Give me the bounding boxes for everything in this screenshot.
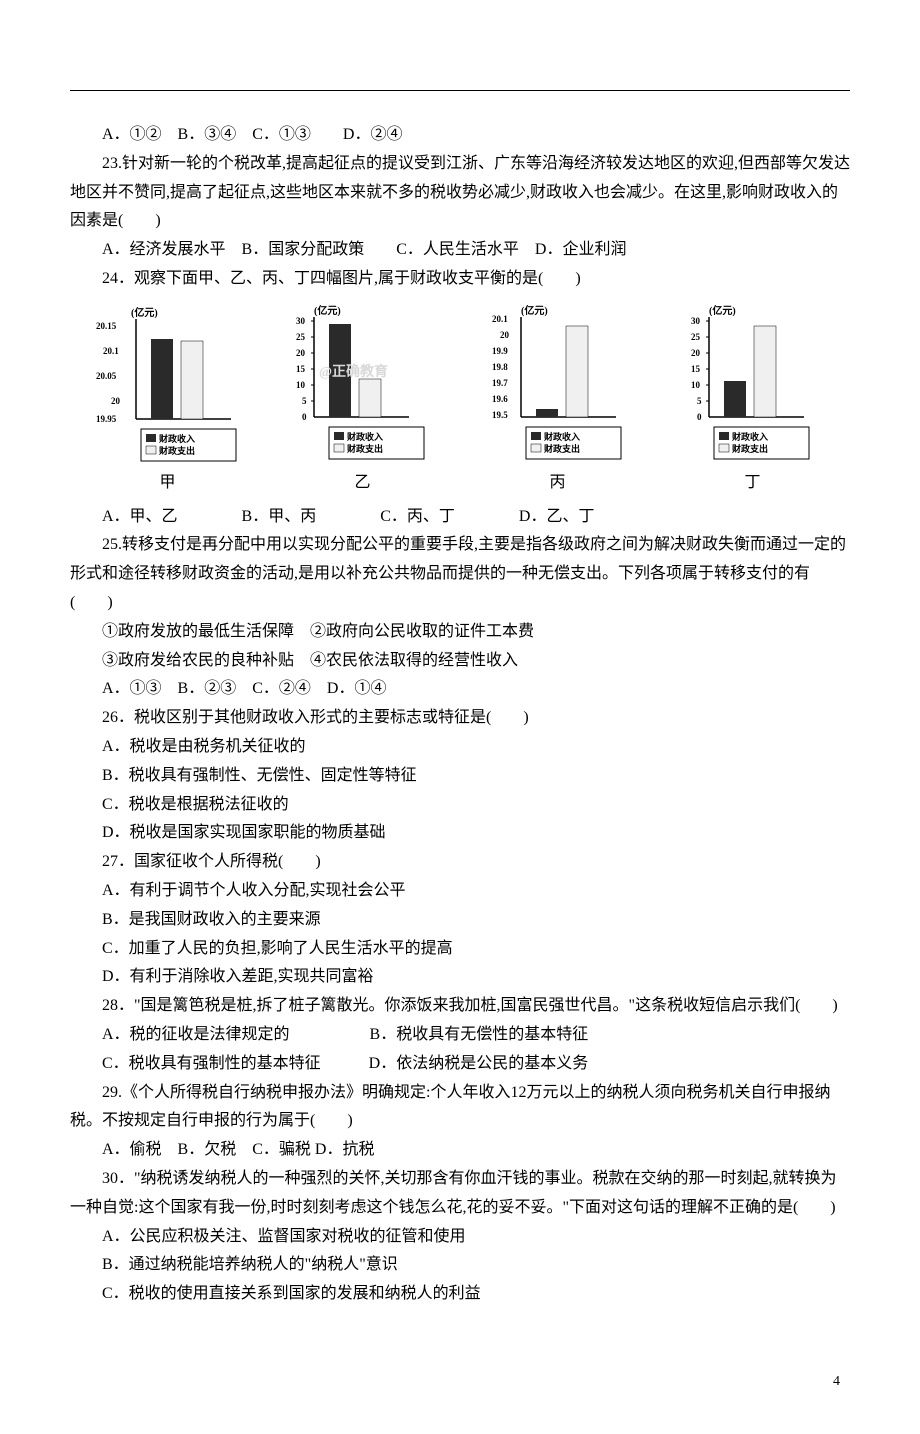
svg-text:(亿元): (亿元) [314, 304, 341, 317]
svg-text:30: 30 [691, 316, 701, 326]
q28-ab: A．税的征收是法律规定的 B．税收具有无偿性的基本特征 [70, 1021, 850, 1050]
svg-text:20.05: 20.05 [96, 371, 117, 381]
q26-text: 26．税收区别于其他财政收入形式的主要标志或特征是( ) [70, 704, 850, 733]
q24-text: 24．观察下面甲、乙、丙、丁四幅图片,属于财政收支平衡的是( ) [70, 265, 850, 294]
q25-options: A．①③ B．②③ C．②④ D．①④ [70, 675, 850, 704]
label-bing: 丙 [483, 469, 633, 498]
q22-options: A．①② B．③④ C．①③ D．②④ [70, 121, 850, 150]
svg-text:10: 10 [296, 380, 306, 390]
svg-text:20: 20 [296, 348, 306, 358]
svg-text:5: 5 [302, 396, 307, 406]
q29-options: A．偷税 B．欠税 C．骗税 D．抗税 [70, 1136, 850, 1165]
q29-text: 29.《个人所得税自行纳税申报办法》明确规定:个人年收入12万元以上的纳税人须向… [70, 1079, 850, 1137]
q23-text: 23.针对新一轮的个税改革,提高起征点的提议受到江浙、广东等沿海经济较发达地区的… [70, 150, 850, 236]
svg-text:0: 0 [697, 412, 702, 422]
svg-text:财政支出: 财政支出 [731, 443, 768, 454]
q27-a: A．有利于调节个人收入分配,实现社会公平 [70, 877, 850, 906]
svg-text:19.9: 19.9 [492, 346, 508, 356]
q25-line2: ③政府发给农民的良种补贴 ④农民依法取得的经营性收入 [70, 647, 850, 676]
label-jia: 甲 [93, 469, 243, 498]
svg-text:25: 25 [691, 332, 701, 342]
q25-text: 25.转移支付是再分配中用以实现分配公平的重要手段,主要是指各级政府之间为解决财… [70, 531, 850, 617]
q26-d: D．税收是国家实现国家职能的物质基础 [70, 819, 850, 848]
chart-ding: (亿元) 30 25 20 15 10 5 0 财政收入 财政支出 [679, 304, 829, 464]
q28-cd: C．税收具有强制性的基本特征 D．依法纳税是公民的基本义务 [70, 1050, 850, 1079]
svg-text:5: 5 [697, 396, 702, 406]
svg-text:财政支出: 财政支出 [543, 443, 580, 454]
svg-text:(亿元): (亿元) [709, 304, 736, 317]
top-rule [70, 90, 850, 91]
page-number: 4 [70, 1369, 850, 1394]
svg-text:财政收入: 财政收入 [158, 433, 195, 444]
q27-c: C．加重了人民的负担,影响了人民生活水平的提高 [70, 935, 850, 964]
chart-bing: (亿元) 20.1 20 19.9 19.8 19.7 19.6 19.5 财政… [486, 304, 636, 464]
svg-text:20: 20 [111, 396, 121, 406]
label-ding: 丁 [678, 469, 828, 498]
q26-b: B．税收具有强制性、无偿性、固定性等特征 [70, 762, 850, 791]
svg-text:0: 0 [302, 412, 307, 422]
q30-a: A．公民应积极关注、监督国家对税收的征管和使用 [70, 1223, 850, 1252]
svg-text:20.15: 20.15 [96, 321, 117, 331]
q28-text: 28．"国是篱笆税是桩,拆了桩子篱散光。你添饭来我加桩,国富民强世代昌。"这条税… [70, 992, 850, 1021]
svg-text:19.7: 19.7 [492, 378, 508, 388]
svg-text:20.1: 20.1 [103, 346, 119, 356]
svg-text:20: 20 [500, 330, 510, 340]
svg-text:20.1: 20.1 [492, 314, 508, 324]
q26-a: A．税收是由税务机关征收的 [70, 733, 850, 762]
q26-c: C．税收是根据税法征收的 [70, 791, 850, 820]
svg-text:财政收入: 财政收入 [543, 431, 580, 442]
page: A．①② B．③④ C．①③ D．②④ 23.针对新一轮的个税改革,提高起征点的… [0, 0, 920, 1434]
svg-text:25: 25 [296, 332, 306, 342]
charts-row: (亿元) 20.15 20.1 20.05 20 19.95 财政收入 财政支出… [70, 304, 850, 464]
svg-text:30: 30 [296, 316, 306, 326]
q30-b: B．通过纳税能培养纳税人的"纳税人"意识 [70, 1251, 850, 1280]
chart-jia: (亿元) 20.15 20.1 20.05 20 19.95 财政收入 财政支出 [91, 304, 241, 464]
q25-line1: ①政府发放的最低生活保障 ②政府向公民收取的证件工本费 [70, 618, 850, 647]
ylabel: (亿元) [131, 306, 158, 319]
svg-text:20: 20 [691, 348, 701, 358]
svg-text:财政收入: 财政收入 [346, 431, 383, 442]
svg-text:19.6: 19.6 [492, 394, 508, 404]
label-yi: 乙 [288, 469, 438, 498]
svg-text:19.5: 19.5 [492, 410, 508, 420]
q27-text: 27．国家征收个人所得税( ) [70, 848, 850, 877]
svg-text:(亿元): (亿元) [521, 304, 548, 317]
q30-text: 30．"纳税诱发纳税人的一种强烈的关怀,关切那含有你血汗钱的事业。税款在交纳的那… [70, 1165, 850, 1223]
svg-text:15: 15 [691, 364, 701, 374]
svg-text:19.8: 19.8 [492, 362, 508, 372]
q30-c: C．税收的使用直接关系到国家的发展和纳税人的利益 [70, 1280, 850, 1309]
svg-text:15: 15 [296, 364, 306, 374]
svg-text:10: 10 [691, 380, 701, 390]
q27-b: B．是我国财政收入的主要来源 [70, 906, 850, 935]
svg-text:财政支出: 财政支出 [158, 445, 195, 456]
chart-yi: (亿元) 30 25 20 15 10 5 0 @正确教育 财政收入 财政支出 [284, 304, 444, 464]
watermark: @正确教育 [319, 363, 388, 380]
svg-text:财政支出: 财政支出 [346, 443, 383, 454]
svg-text:财政收入: 财政收入 [731, 431, 768, 442]
q23-options: A．经济发展水平 B．国家分配政策 C．人民生活水平 D．企业利润 [70, 236, 850, 265]
q24-options: A．甲、乙 B．甲、丙 C．丙、丁 D．乙、丁 [70, 503, 850, 532]
q27-d: D．有利于消除收入差距,实现共同富裕 [70, 963, 850, 992]
chart-labels-row: 甲 乙 丙 丁 [70, 469, 850, 498]
svg-text:19.95: 19.95 [96, 414, 117, 424]
